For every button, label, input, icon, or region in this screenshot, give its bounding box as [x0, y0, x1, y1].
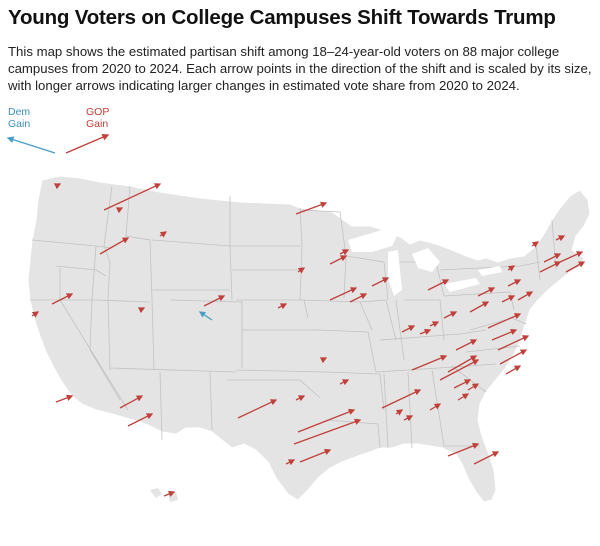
campus-arrow	[371, 277, 390, 287]
campus-arrow	[119, 395, 144, 409]
campus-arrow	[293, 418, 362, 445]
campus-arrow	[55, 394, 74, 403]
legend-gop-label-2: Gain	[86, 118, 109, 130]
campus-arrow	[469, 301, 490, 313]
campus-arrow	[349, 293, 368, 303]
great-lakes	[348, 230, 502, 296]
campus-arrow	[443, 311, 458, 319]
campus-arrow	[137, 307, 146, 314]
campus-arrow	[411, 354, 448, 371]
campus-arrow	[381, 389, 422, 409]
campus-arrow	[555, 235, 566, 242]
legend-gop-arrow	[65, 133, 110, 154]
campus-arrow	[477, 287, 496, 297]
campus-arrow	[429, 321, 440, 328]
campus-arrow	[115, 207, 124, 214]
campus-arrow-dem	[198, 311, 213, 321]
campus-arrow	[497, 335, 530, 351]
campus-arrow	[565, 261, 586, 273]
legend-gop: GOP Gain	[86, 106, 109, 130]
campus-arrow	[457, 393, 470, 401]
campus-arrow	[429, 403, 442, 411]
campus-arrow	[487, 313, 522, 329]
campus-arrow	[163, 490, 176, 497]
campus-arrow	[453, 379, 472, 389]
campus-arrow	[319, 357, 328, 364]
campus-arrow	[559, 251, 584, 263]
campus-arrow	[99, 237, 130, 255]
campus-arrow	[427, 279, 450, 291]
campus-arrow	[237, 399, 278, 419]
legend-dem-label-2: Gain	[8, 118, 31, 130]
campus-arrow	[53, 183, 62, 190]
campus-arrow	[543, 253, 562, 263]
campus-arrow	[507, 265, 516, 272]
campus-arrow	[447, 355, 478, 373]
campus-arrow	[499, 349, 528, 365]
legend-dem: Dem Gain	[8, 106, 30, 130]
campus-arrow	[531, 241, 540, 248]
campus-arrow	[455, 339, 478, 351]
campus-arrow	[329, 287, 358, 301]
campus-arrow	[419, 328, 432, 335]
campus-arrow	[277, 303, 288, 310]
campus-arrow	[329, 255, 348, 265]
campus-arrow	[517, 291, 534, 301]
campus-arrow	[501, 295, 516, 303]
campus-arrow	[339, 379, 350, 386]
campus-arrow	[285, 459, 296, 466]
map-subtitle: This map shows the estimated partisan sh…	[8, 44, 592, 93]
us-landmass	[27, 175, 591, 503]
legend-dem-arrow	[6, 136, 56, 154]
campus-arrow	[403, 415, 414, 422]
hawaii-landmass	[150, 488, 178, 502]
campus-arrow	[299, 448, 332, 463]
campus-arrow	[505, 365, 522, 375]
campus-arrow	[297, 267, 306, 274]
campus-arrow	[395, 409, 404, 416]
campus-arrow	[127, 413, 154, 427]
legend-gop-label-1: GOP	[86, 106, 110, 118]
map-title: Young Voters on College Campuses Shift T…	[8, 6, 556, 29]
campus-arrow	[31, 311, 40, 318]
campus-arrow	[295, 395, 306, 402]
legend-dem-label-1: Dem	[8, 106, 31, 118]
campus-arrow	[539, 261, 562, 273]
campus-arrows	[31, 183, 586, 497]
campus-arrow	[439, 359, 480, 381]
campus-arrow	[339, 249, 350, 256]
campus-arrow	[159, 231, 168, 238]
campus-arrow	[467, 383, 480, 391]
campus-arrow	[295, 201, 328, 215]
campus-arrow	[401, 325, 416, 333]
campus-arrow	[103, 183, 162, 211]
campus-arrow	[507, 279, 522, 287]
campus-arrow	[447, 442, 480, 457]
campus-arrow	[51, 293, 74, 305]
campus-arrow	[203, 295, 226, 307]
campus-arrow	[297, 408, 356, 433]
campus-arrow	[473, 451, 500, 465]
campus-arrow	[491, 329, 518, 341]
